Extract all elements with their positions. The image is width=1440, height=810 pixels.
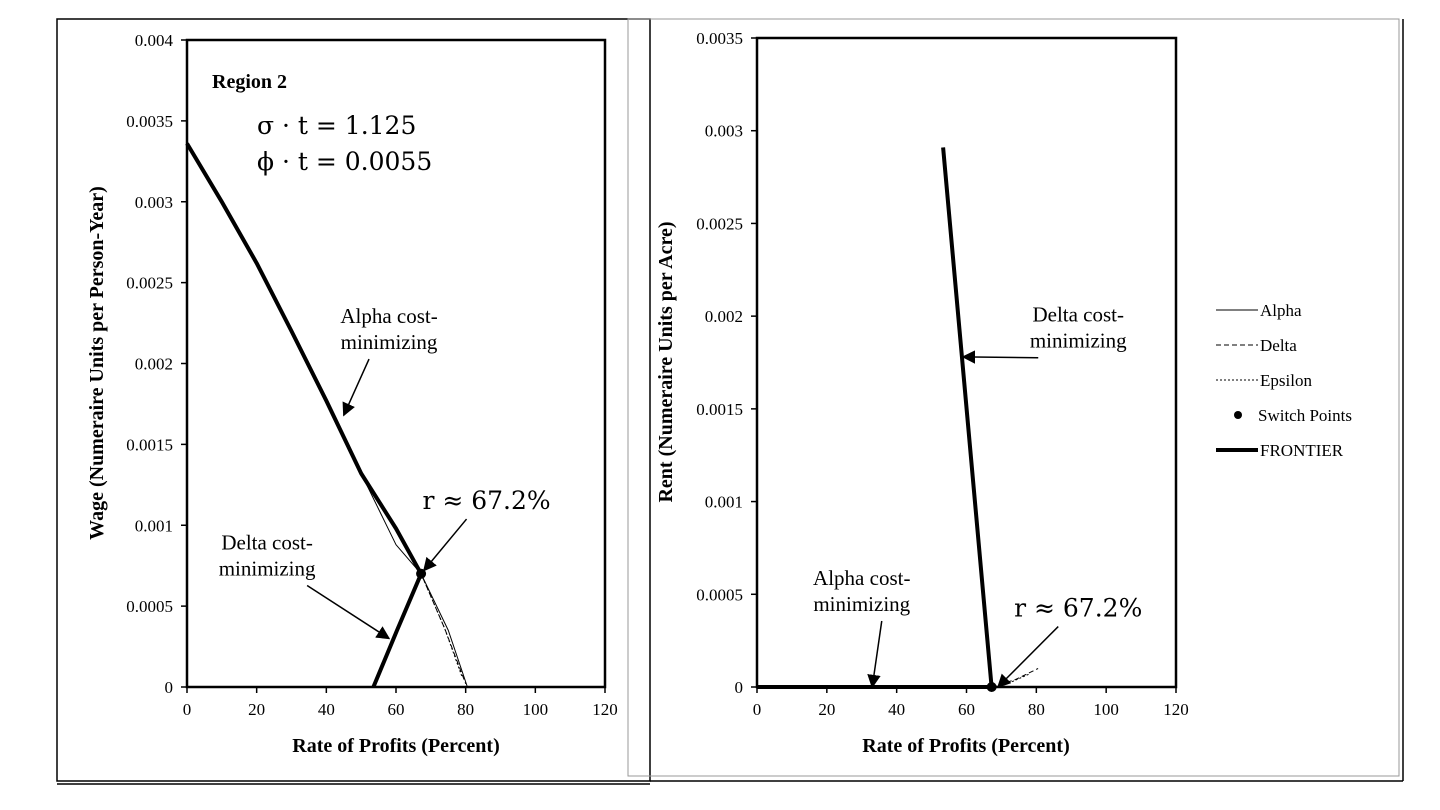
right-annotation-arrow: [867, 620, 883, 689]
right-annotation-arrow: [961, 350, 1039, 364]
left-y-tick-label: 0.003: [135, 193, 173, 212]
right-y-tick-label: 0.003: [705, 122, 743, 141]
left-x-tick-label: 80: [457, 700, 474, 719]
left-y-axis-title: Wage (Numeraire Units per Person-Year): [86, 186, 108, 540]
left-annotation-text: minimizing: [341, 330, 438, 354]
right-panel-frame: [627, 18, 1400, 777]
right-x-tick-label: 60: [958, 700, 975, 719]
left-series-frontier: [185, 142, 424, 688]
left-annotation-text: Delta cost-: [221, 531, 313, 555]
right-y-tick-label: 0.001: [705, 493, 743, 512]
right-annotation-arrow: [996, 626, 1059, 688]
right-y-tick-label: 0.0005: [696, 585, 743, 604]
right-annotation-text: r ≈ 67.2%: [1014, 594, 1142, 623]
right-y-axis-title: Rent (Numeraire Units per Acre): [655, 221, 677, 502]
left-annotation-arrow: [306, 584, 391, 640]
left-series-delta: [372, 573, 467, 688]
left-series-epsilon: [420, 573, 463, 678]
legend-label: Epsilon: [1260, 371, 1312, 390]
phi-t-parameter: ϕ · t = 0.0055: [257, 147, 432, 176]
right-x-tick-label: 0: [753, 700, 762, 719]
right-x-tick-label: 100: [1093, 700, 1119, 719]
right-series-delta: [991, 668, 1039, 688]
region-label: Region 2: [212, 71, 287, 93]
right-annotation-text: minimizing: [813, 592, 910, 616]
legend-item-delta: Delta: [1216, 336, 1297, 355]
left-x-tick-label: 20: [248, 700, 265, 719]
legend-label: Delta: [1260, 336, 1297, 355]
legend: Alpha Delta Epsilon Switch Points FRONTIER: [1216, 301, 1352, 460]
legend-item-epsilon: Epsilon: [1216, 371, 1312, 390]
left-y-tick-labels: 0 0.0005 0.001 0.0015 0.002 0.0025 0.003 0.0035…: [126, 31, 187, 697]
right-y-tick-label: 0.0015: [696, 400, 743, 419]
left-annotation-arrow: [423, 518, 468, 572]
left-y-tick-label: 0.0005: [126, 597, 173, 616]
left-x-tick-label: 40: [318, 700, 335, 719]
left-x-tick-label: 120: [592, 700, 618, 719]
legend-label: Alpha: [1260, 301, 1302, 320]
right-switch-point: [986, 682, 997, 692]
left-y-tick-label: 0.004: [135, 31, 174, 50]
legend-item-alpha: Alpha: [1216, 301, 1302, 320]
left-chart-panel: 0 20 40 60 80 100 120 00.00050.0010.00150.0020…: [86, 31, 618, 757]
right-y-tick-label: 0: [735, 678, 744, 697]
legend-item-switch-points: Switch Points: [1234, 406, 1352, 425]
left-y-tick-label: 0.002: [135, 355, 173, 374]
left-series-lines: [185, 142, 468, 688]
left-series-alpha: [186, 143, 468, 688]
left-x-tick-label: 60: [388, 700, 405, 719]
left-annotation-arrow: [342, 358, 370, 417]
left-annotation-text: minimizing: [219, 557, 316, 581]
left-x-tick-labels: 0 20 40 60 80 100 120: [183, 687, 618, 719]
left-annotation-text: Alpha cost-: [340, 304, 437, 328]
right-series-epsilon: [1008, 673, 1030, 684]
right-x-tick-label: 40: [888, 700, 905, 719]
left-x-axis-title: Rate of Profits (Percent): [292, 735, 500, 757]
right-x-tick-label: 120: [1163, 700, 1189, 719]
left-y-tick-label: 0.0025: [126, 274, 173, 293]
right-annotation-text: Delta cost-: [1032, 303, 1124, 327]
legend-swatch: [1234, 411, 1242, 419]
right-x-tick-label: 80: [1028, 700, 1045, 719]
left-x-tick-label: 0: [183, 700, 192, 719]
left-x-tick-label: 100: [523, 700, 549, 719]
legend-label: Switch Points: [1258, 406, 1352, 425]
left-panel-frame: [56, 18, 651, 782]
right-y-tick-label: 0.0035: [696, 29, 743, 48]
right-y-tick-label: 0.0025: [696, 214, 743, 233]
right-x-axis-title: Rate of Profits (Percent): [862, 735, 1070, 757]
legend-label: FRONTIER: [1260, 441, 1344, 460]
right-y-tick-label: 0.002: [705, 307, 743, 326]
right-annotation-text: Alpha cost-: [813, 566, 910, 590]
right-x-tick-label: 20: [818, 700, 835, 719]
left-annotation-text: r ≈ 67.2%: [422, 486, 550, 515]
left-y-tick-label: 0: [165, 678, 174, 697]
sigma-t-parameter: σ · t = 1.125: [257, 111, 416, 140]
left-y-tick-label: 0.0035: [126, 112, 173, 131]
right-x-tick-labels: 0 20 40 60 80 100 120: [753, 687, 1189, 719]
right-chart-panel: 0 20 40 60 80 100 120 00.00050.0010.00150.0020…: [655, 29, 1189, 757]
right-y-tick-labels: 0 0.0005 0.001 0.0015 0.002 0.0025 0.003 0.0035: [696, 29, 757, 697]
left-y-tick-label: 0.001: [135, 516, 173, 535]
legend-item-frontier: FRONTIER: [1216, 441, 1344, 460]
right-annotation-text: minimizing: [1030, 329, 1127, 353]
left-y-tick-label: 0.0015: [126, 435, 173, 454]
